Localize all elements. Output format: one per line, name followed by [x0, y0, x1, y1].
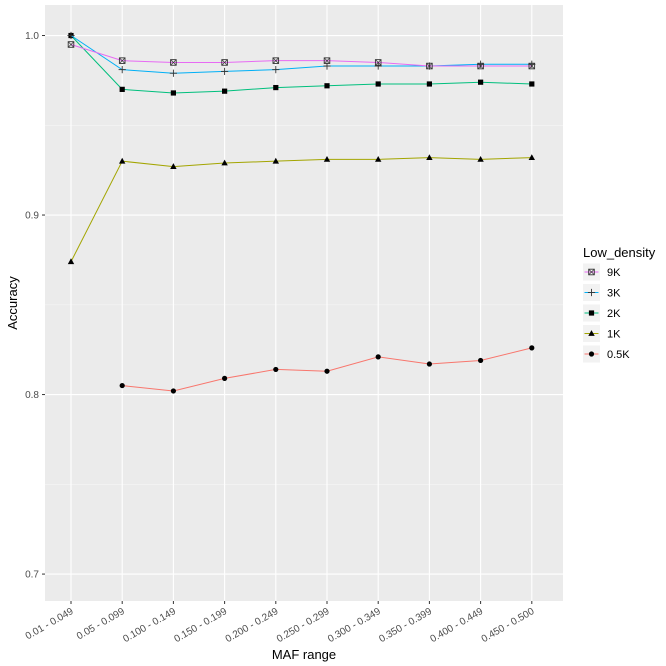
- data-point: [528, 62, 536, 70]
- legend-item-0.5K: 0.5K: [583, 345, 630, 363]
- data-point: [323, 57, 331, 64]
- data-point: [273, 366, 279, 373]
- data-point: [374, 62, 382, 70]
- data-point: [374, 59, 382, 66]
- legend-item-1K: 1K: [583, 325, 621, 342]
- data-point: [169, 69, 177, 77]
- data-point: [529, 345, 535, 351]
- y-tick-label: 0.8: [25, 390, 39, 401]
- x-tick-label: 0.05 - 0.099: [75, 606, 127, 642]
- data-point: [67, 41, 75, 48]
- data-point: [324, 368, 330, 374]
- legend-item-9K: 9K: [583, 263, 621, 281]
- x-tick-label: 0.150 - 0.199: [173, 606, 230, 645]
- data-point: [272, 66, 280, 74]
- x-axis-title: MAF range: [272, 647, 336, 662]
- legend-label: 3K: [607, 288, 621, 300]
- plot-panel: [45, 5, 563, 601]
- data-point: [478, 79, 484, 85]
- x-tick-label: 0.01 - 0.049: [24, 606, 76, 642]
- legend-key-marker: [587, 288, 596, 297]
- data-point: [375, 81, 381, 87]
- data-point: [222, 88, 228, 94]
- data-point: [119, 382, 125, 389]
- data-point: [170, 90, 176, 96]
- legend-key-marker: [588, 310, 595, 316]
- series-line: [70, 35, 532, 74]
- data-point: [426, 81, 432, 87]
- data-point: [119, 157, 126, 164]
- data-point: [221, 59, 228, 66]
- data-point: [426, 361, 432, 367]
- data-point: [221, 67, 229, 76]
- grid-lines: [45, 5, 563, 601]
- data-point: [170, 163, 177, 169]
- data-point: [477, 155, 484, 162]
- legend-key-marker: [588, 351, 595, 357]
- legend-label: 9K: [607, 267, 621, 279]
- data-point: [170, 59, 177, 66]
- series-1K: [67, 154, 535, 265]
- data-point: [222, 375, 228, 381]
- data-point: [477, 62, 484, 70]
- data-point: [272, 157, 279, 164]
- legend: Low_density 9K 3K 2K 1K 0.5K: [583, 245, 656, 363]
- x-tick-label: 0.450 - 0.500: [480, 606, 537, 645]
- data-point: [221, 159, 228, 166]
- legend-label: 2K: [607, 308, 621, 320]
- y-tick-label: 1.0: [25, 31, 39, 42]
- legend-label: 0.5K: [607, 349, 630, 361]
- series-9K: [67, 41, 536, 70]
- y-tick-label: 0.7: [25, 570, 39, 581]
- legend-key-marker: [588, 268, 595, 276]
- legend-title: Low_density: [583, 245, 656, 260]
- series-layer: [67, 31, 536, 394]
- data-point: [170, 388, 176, 394]
- data-point: [478, 357, 484, 364]
- series-line: [70, 44, 532, 67]
- legend-item-3K: 3K: [583, 284, 621, 301]
- x-tick-label: 0.350 - 0.399: [377, 606, 434, 645]
- data-point: [118, 57, 126, 64]
- data-point: [67, 31, 75, 40]
- y-axis-title: Accuracy: [5, 276, 20, 330]
- data-point: [426, 154, 433, 160]
- data-point: [118, 66, 126, 74]
- data-point: [273, 84, 279, 91]
- data-point: [426, 62, 433, 70]
- series-0.5K: [119, 345, 535, 394]
- x-tick-label: 0.250 - 0.299: [275, 606, 332, 645]
- legend-items: 9K 3K 2K 1K 0.5K: [583, 263, 630, 363]
- data-point: [375, 354, 381, 360]
- data-point: [119, 86, 125, 92]
- y-axis-ticks: 0.7 0.8 0.9 1.0: [25, 31, 45, 581]
- x-tick-label: 0.200 - 0.249: [224, 606, 281, 645]
- data-point: [323, 155, 331, 162]
- legend-key-marker: [588, 330, 595, 336]
- x-tick-label: 0.100 - 0.149: [121, 606, 178, 645]
- x-tick-label: 0.400 - 0.449: [429, 606, 486, 645]
- legend-label: 1K: [607, 329, 621, 341]
- x-tick-label: 0.300 - 0.349: [326, 606, 383, 645]
- data-point: [529, 81, 535, 87]
- data-point: [272, 57, 280, 64]
- legend-item-2K: 2K: [583, 304, 621, 322]
- data-point: [528, 154, 535, 160]
- series-line: [70, 157, 532, 262]
- data-point: [67, 258, 75, 265]
- data-point: [324, 83, 330, 89]
- y-tick-label: 0.9: [25, 211, 39, 222]
- series-line: [70, 35, 532, 94]
- data-point: [375, 155, 382, 162]
